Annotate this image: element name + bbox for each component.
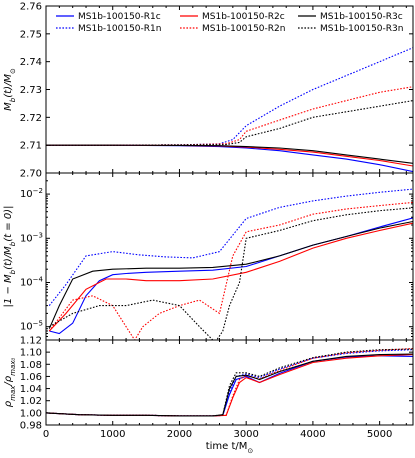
y-tick-label: 10−2	[20, 187, 43, 200]
y-tick-label: 2.75	[20, 29, 42, 40]
y-tick-label: 2.76	[20, 2, 42, 13]
svg-text:ρmax/ρmax₀: ρmax/ρmax₀	[3, 358, 17, 408]
y-tick-label: 10−3	[20, 231, 43, 244]
series-line-ms1b-100150-r3n-panel-1	[46, 100, 413, 146]
series-line-ms1b-100150-r2c-panel-1	[46, 144, 413, 167]
y-tick-label: 10−4	[20, 275, 44, 288]
x-tick-label: 0	[43, 429, 49, 440]
x-tick-label: 3000	[233, 429, 258, 440]
y-axis-label: ρmax/ρmax₀	[3, 358, 17, 408]
y-axis-label: Mb(t)/M⊙	[3, 68, 17, 111]
legend-label: MS1b-100150-R1c	[78, 12, 161, 22]
series-line-ms1b-100150-r2c-panel-2	[48, 222, 413, 332]
y-tick-label: 2.74	[20, 57, 42, 68]
series-line-ms1b-100150-r1n-panel-2	[48, 188, 413, 306]
legend-label: MS1b-100150-R2n	[202, 24, 285, 34]
x-axis-label: time t/M⊙	[206, 441, 254, 455]
legend-label: MS1b-100150-R2c	[202, 12, 285, 22]
x-tick-label: 2000	[167, 429, 192, 440]
y-tick-label: 2.70	[20, 169, 42, 180]
legend-label: MS1b-100150-R3c	[320, 12, 403, 22]
panel-1: 2.70 2.71 2.72 2.73 2.74 2.75 2.76 Mb(t)/M⊙ MS1b…	[3, 2, 414, 180]
series-line-ms1b-100150-r1c-panel-1	[46, 144, 413, 173]
x-tick-label: 4000	[300, 429, 325, 440]
series-line-ms1b-100150-r3c-panel-2	[48, 220, 413, 329]
y-tick-label: 1.06	[20, 372, 42, 383]
svg-text:time t/M⊙: time t/M⊙	[206, 441, 254, 455]
y-tick-label: 10−5	[20, 320, 43, 333]
legend: MS1b-100150-R1c MS1b-100150-R2c MS1b-10015…	[56, 12, 403, 34]
series-line-ms1b-100150-r2n-panel-3	[46, 347, 413, 417]
panel-3: 0.98 1.001.021.041.061.081.101.12 0 1000 200…	[3, 336, 414, 455]
legend-label: MS1b-100150-R1n	[78, 24, 161, 34]
series-group	[48, 188, 413, 340]
y-tick-label: 2.73	[20, 85, 42, 96]
y-tick-label: 2.71	[20, 141, 42, 152]
axes-frame	[45, 172, 414, 341]
series-line-ms1b-100150-r3n-panel-3	[46, 348, 413, 417]
x-tick-label: 5000	[367, 429, 392, 440]
svg-text:|1 − Mb(t)/Mb(t = 0)|: |1 − Mb(t)/Mb(t = 0)|	[3, 206, 17, 308]
x-tick-label: 1000	[100, 429, 125, 440]
y-tick-label: 1.04	[20, 384, 42, 395]
y-tick-label: 1.00	[20, 408, 42, 419]
legend-label: MS1b-100150-R3n	[320, 24, 403, 34]
y-tick-label: 1.02	[20, 396, 42, 407]
series-group	[46, 347, 413, 417]
panel-2: 10−5 10−4 10−3 10−2|1 − Mb(t)/Mb(t = 0)|	[3, 172, 414, 341]
y-tick-label: 1.08	[20, 360, 42, 371]
y-tick-label: 2.72	[20, 113, 42, 124]
y-tick-label: 1.10	[20, 348, 42, 359]
series-group	[46, 47, 413, 173]
y-tick-label: 0.98	[20, 421, 42, 432]
series-line-ms1b-100150-r2n-panel-1	[46, 86, 413, 146]
y-axis-label: |1 − Mb(t)/Mb(t = 0)|	[3, 206, 17, 308]
svg-text:Mb(t)/M⊙: Mb(t)/M⊙	[3, 68, 17, 111]
series-line-ms1b-100150-r1n-panel-1	[46, 47, 413, 146]
axes-frame	[45, 339, 414, 426]
series-line-ms1b-100150-r3n-panel-2	[49, 207, 413, 340]
y-tick-label: 1.12	[20, 336, 42, 347]
series-line-ms1b-100150-r2n-panel-2	[48, 201, 413, 340]
